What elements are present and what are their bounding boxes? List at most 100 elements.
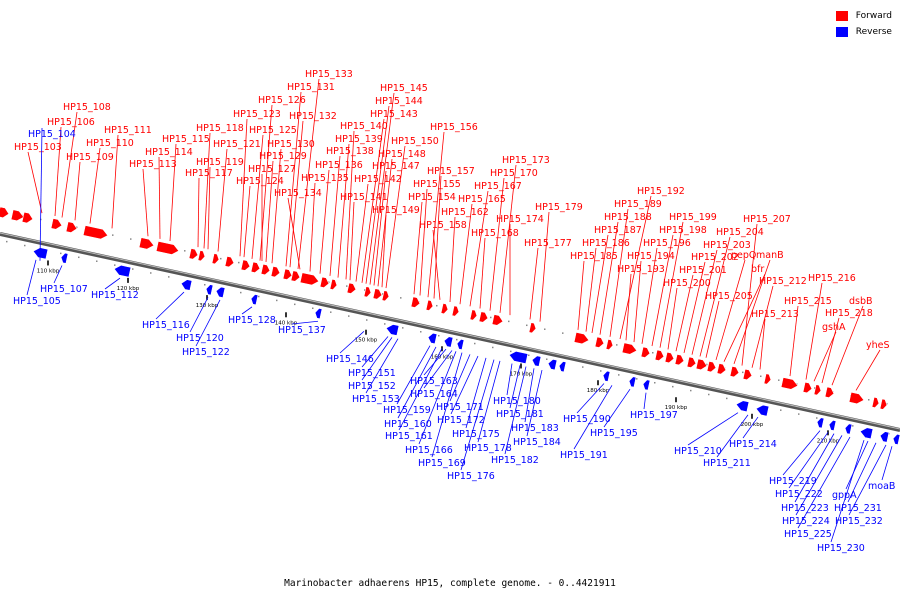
forward-gene-leader <box>54 126 62 217</box>
reverse-gene-label: HP15_232 <box>835 516 883 527</box>
reverse-gene-leader <box>423 350 453 389</box>
forward-gene-leader <box>479 237 486 309</box>
forward-gene-leader <box>297 78 320 269</box>
minor-tick-lower <box>600 370 602 372</box>
minor-tick-lower <box>528 354 530 357</box>
forward-gene-leader <box>691 249 718 355</box>
forward-gene-leader <box>585 247 597 332</box>
reverse-gene-arrow <box>443 336 454 348</box>
minor-tick-upper <box>112 234 114 236</box>
reverse-gene-arrow <box>642 379 651 391</box>
legend-reverse-label: Reverse <box>855 27 892 37</box>
forward-gene-label: HP15_121 <box>213 139 261 150</box>
reverse-gene-leader <box>449 354 471 402</box>
minor-tick-lower <box>60 252 62 255</box>
reverse-gene-leader <box>361 337 393 381</box>
forward-gene-label: pepQ <box>731 250 756 261</box>
forward-gene-arrow <box>155 241 180 255</box>
forward-gene-leader <box>251 134 264 259</box>
forward-gene-label: HP15_177 <box>524 238 572 249</box>
minor-tick-upper <box>400 297 402 299</box>
legend: Forward Reverse <box>835 8 892 40</box>
minor-tick-upper <box>328 281 330 283</box>
minor-tick-lower <box>672 385 674 388</box>
forward-gene-label: HP15_130 <box>267 139 315 150</box>
reverse-gene-label: HP15_175 <box>452 429 500 440</box>
forward-gene-arrow <box>654 349 665 361</box>
reverse-gene-leader <box>795 435 843 516</box>
reverse-gene-leader <box>365 338 399 394</box>
reverse-gene-label: HP15_180 <box>493 396 541 407</box>
reverse-gene-leader <box>397 346 437 419</box>
forward-gene-leader <box>529 247 539 320</box>
reverse-gene-label: HP15_183 <box>511 423 559 434</box>
forward-gene-leader <box>625 273 632 341</box>
reverse-gene-leader <box>189 297 209 333</box>
reverse-gene-leader <box>504 366 527 455</box>
reverse-gene-label: HP15_176 <box>447 471 495 482</box>
forward-gene-arrow <box>260 263 271 276</box>
forward-gene-arrow <box>871 396 880 408</box>
forward-gene-arrow <box>10 209 25 222</box>
forward-gene-arrow <box>491 314 504 326</box>
forward-gene-leader <box>641 247 658 344</box>
forward-gene-leader <box>385 145 406 289</box>
reverse-gene-label: HP15_182 <box>491 455 539 466</box>
minor-tick-lower <box>474 342 476 345</box>
forward-gene-label: HP15_154 <box>408 192 456 203</box>
reverse-gene-leader <box>506 363 513 396</box>
forward-gene-leader <box>61 111 78 218</box>
forward-gene-label: HP15_144 <box>375 96 423 107</box>
minor-tick-lower <box>510 350 512 353</box>
forward-swatch <box>835 11 848 21</box>
minor-tick-lower <box>654 381 656 384</box>
forward-gene-leader <box>239 118 248 257</box>
minor-tick-upper <box>562 332 564 334</box>
reverse-gene-leader <box>361 336 389 368</box>
forward-gene-leader <box>111 134 119 229</box>
forward-gene-label: HP15_141 <box>340 192 388 203</box>
minor-tick-upper <box>508 320 510 323</box>
forward-gene-leader <box>633 260 642 343</box>
scale-tick-label: 140 kbp <box>275 320 298 326</box>
forward-gene-leader <box>419 188 428 296</box>
forward-gene-label: HP15_126 <box>258 95 306 106</box>
reverse-gene-leader <box>716 414 749 458</box>
reverse-gene-label: HP15_163 <box>410 376 458 387</box>
forward-gene-leader <box>459 203 473 305</box>
forward-gene-arrow <box>824 386 835 398</box>
forward-gene-label: HP15_188 <box>604 212 652 223</box>
reverse-gene-arrow <box>602 370 611 382</box>
reverse-gene-arrow <box>816 417 825 429</box>
minor-tick-upper <box>814 387 816 389</box>
forward-gene-label: HP15_110 <box>86 138 134 149</box>
reverse-gene-arrow <box>844 423 853 435</box>
reverse-gene-label: HP15_214 <box>729 439 777 450</box>
forward-gene-label: HP15_123 <box>233 109 281 120</box>
minor-tick-upper <box>760 375 762 378</box>
reverse-gene-label: HP15_195 <box>590 428 638 439</box>
reverse-gene-label: HP15_166 <box>405 445 453 456</box>
reverse-gene-label: HP15_184 <box>513 437 561 448</box>
forward-gene-label: HP15_139 <box>335 134 383 145</box>
forward-gene-label: HP15_148 <box>378 149 426 160</box>
forward-gene-leader <box>285 91 302 267</box>
forward-gene-label: HP15_124 <box>236 176 284 187</box>
minor-tick-lower <box>690 389 692 392</box>
forward-gene-leader <box>377 158 393 287</box>
forward-gene-leader <box>203 132 211 249</box>
forward-gene-leader <box>287 197 301 270</box>
reverse-gene-leader <box>797 436 851 529</box>
reverse-gene-arrow <box>859 427 874 440</box>
reverse-gene-label: moaB <box>868 481 895 492</box>
reverse-gene-label: HP15_160 <box>384 419 432 430</box>
forward-gene-label: HP15_143 <box>370 109 418 120</box>
forward-gene-arrow <box>848 391 865 405</box>
minor-tick-lower <box>456 338 458 341</box>
forward-gene-arrow <box>780 377 799 390</box>
reverse-gene-label: HP15_116 <box>142 320 190 331</box>
forward-gene-arrow <box>240 259 251 271</box>
reverse-gene-label: HP15_161 <box>385 431 433 442</box>
forward-gene-label: HP15_162 <box>441 207 489 218</box>
forward-gene-leader <box>449 216 456 303</box>
